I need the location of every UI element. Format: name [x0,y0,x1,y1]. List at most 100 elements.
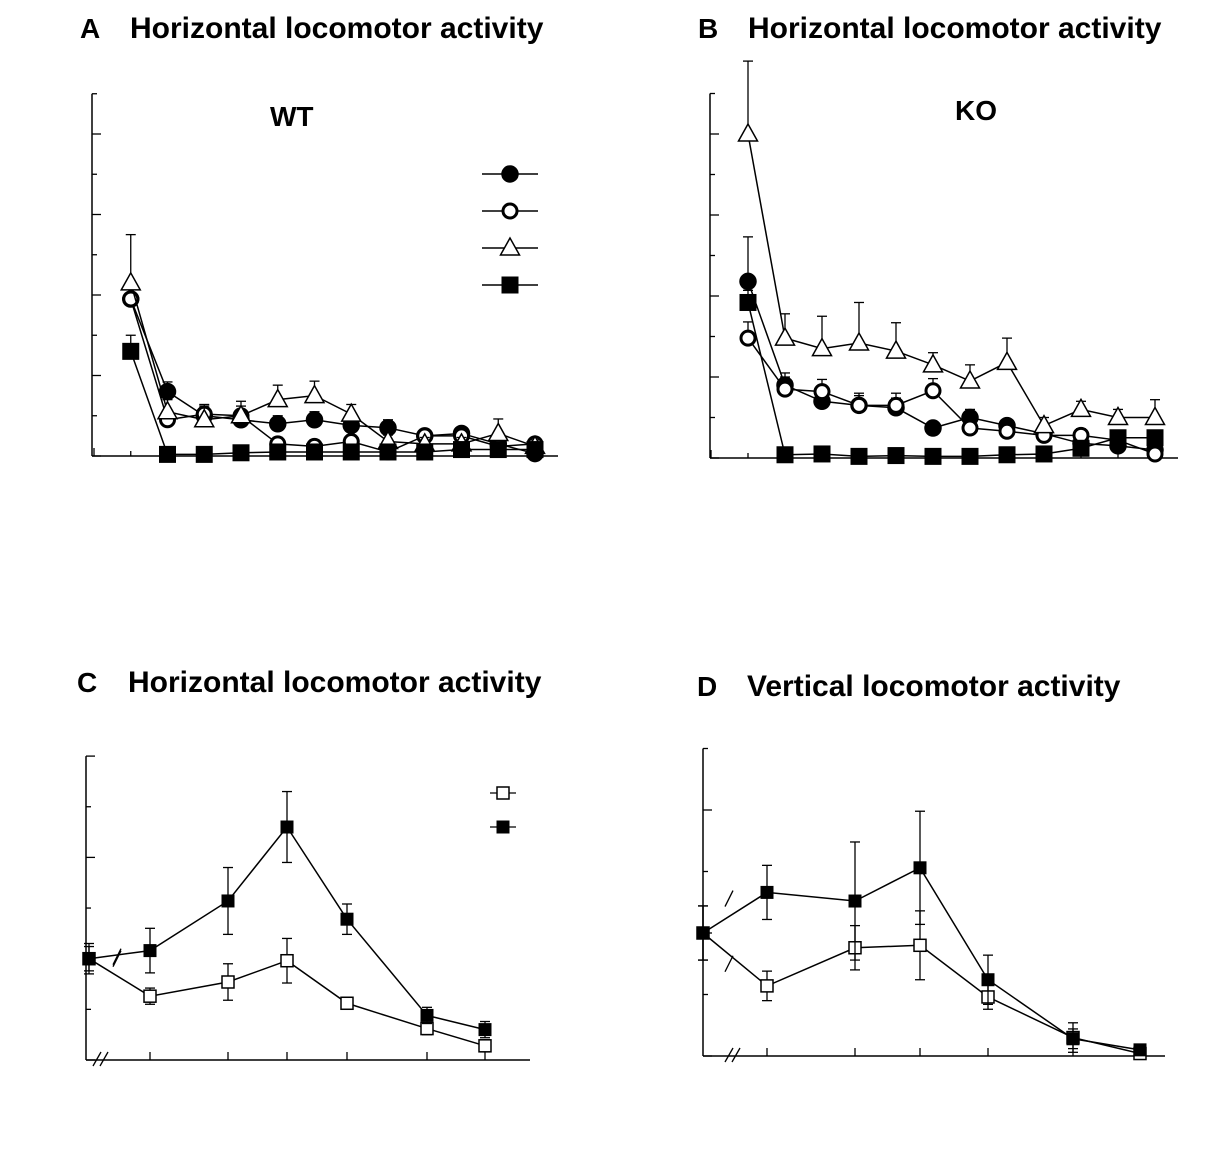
data-point [696,926,710,940]
line-break-mark [112,948,122,965]
data-point [1144,405,1166,426]
data-point [1066,1032,1080,1046]
data-point [760,979,774,993]
data-point [280,953,294,968]
data-point [1035,445,1053,463]
data-point [266,388,289,408]
panel-a-group-label: WT [270,101,314,132]
series-Sal [739,236,1164,459]
axis-break-mark [731,1047,741,1063]
panel-d-title: Vertical locomotor activity [747,670,1121,703]
data-point [269,415,287,433]
series-Sal [122,286,544,463]
data-point [487,421,510,442]
series-0-1 [122,286,544,461]
series-line [747,302,1155,458]
data-point [811,337,833,357]
data-point [478,1023,492,1037]
panel-b-letter: B [698,13,718,44]
series-0-1 [739,321,1164,463]
axis-break-mark [99,1051,109,1067]
data-point [306,443,323,461]
data-point [156,400,179,420]
data-point [420,1008,434,1022]
data-point [1133,1043,1147,1057]
data-point [924,447,942,465]
data-point [913,938,927,953]
data-point [760,885,774,899]
data-point [961,447,979,465]
series-2-5 [122,334,544,463]
data-point [1146,445,1164,463]
data-point [1109,429,1127,447]
series-0-5 [737,60,1166,434]
legend-marker [496,786,510,800]
data-point [774,326,796,346]
data-point [813,383,831,401]
data-point [232,444,250,462]
data-point [1033,414,1055,434]
data-point [82,952,96,966]
data-point [342,443,360,461]
data-point [776,446,794,464]
data-point [1107,405,1129,426]
data-point [193,408,216,428]
data-point [996,350,1018,371]
legend [482,165,538,294]
data-point [143,989,157,1003]
data-point [850,396,868,414]
legend [490,786,516,834]
series-ko [696,810,1147,1057]
data-point [269,443,287,461]
data-point [922,353,944,373]
data-point [848,331,870,351]
panel-d-letter: D [697,671,717,702]
line-break-mark [724,890,734,907]
data-point [340,996,354,1011]
data-point [221,975,235,989]
data-point [739,272,757,291]
data-point [489,441,507,459]
data-point [998,422,1016,440]
data-point [280,820,294,834]
legend-marker [501,165,519,183]
data-point [159,445,176,463]
axis-break-mark [724,1047,734,1063]
panel-d-plot [696,747,1165,1063]
panel-b-header: B Horizontal locomotor activity KO [698,12,1162,126]
data-point [453,441,470,459]
line-break-mark [112,950,122,967]
data-point [885,339,907,359]
data-point [998,446,1016,464]
series-ko [82,790,492,1039]
data-point [305,411,324,429]
data-point [813,445,831,463]
data-point [303,384,326,404]
data-point [739,293,757,311]
data-point [143,944,157,958]
panel-c-plot [82,755,530,1067]
data-point [478,1039,492,1053]
data-point [1072,439,1090,457]
data-point [737,122,759,142]
panel-a-letter: A [80,13,100,44]
series-2-5 [739,289,1164,465]
series-line [130,282,536,448]
data-point [340,912,354,926]
data-point [913,861,927,875]
panel-c-title: Horizontal locomotor activity [128,666,542,699]
axis-break-mark [92,1051,102,1067]
data-point [887,396,905,414]
data-point [119,271,142,291]
series-line [747,281,1156,451]
legend-marker [496,820,510,834]
panel-a-plot [91,93,558,463]
panel-d-header: D Vertical locomotor activity [697,670,1121,703]
panel-c-letter: C [77,667,97,698]
data-point [739,329,757,347]
data-point [416,443,434,461]
legend-marker [499,236,521,256]
data-point [379,443,397,461]
data-point [924,419,942,437]
data-point [230,404,252,424]
